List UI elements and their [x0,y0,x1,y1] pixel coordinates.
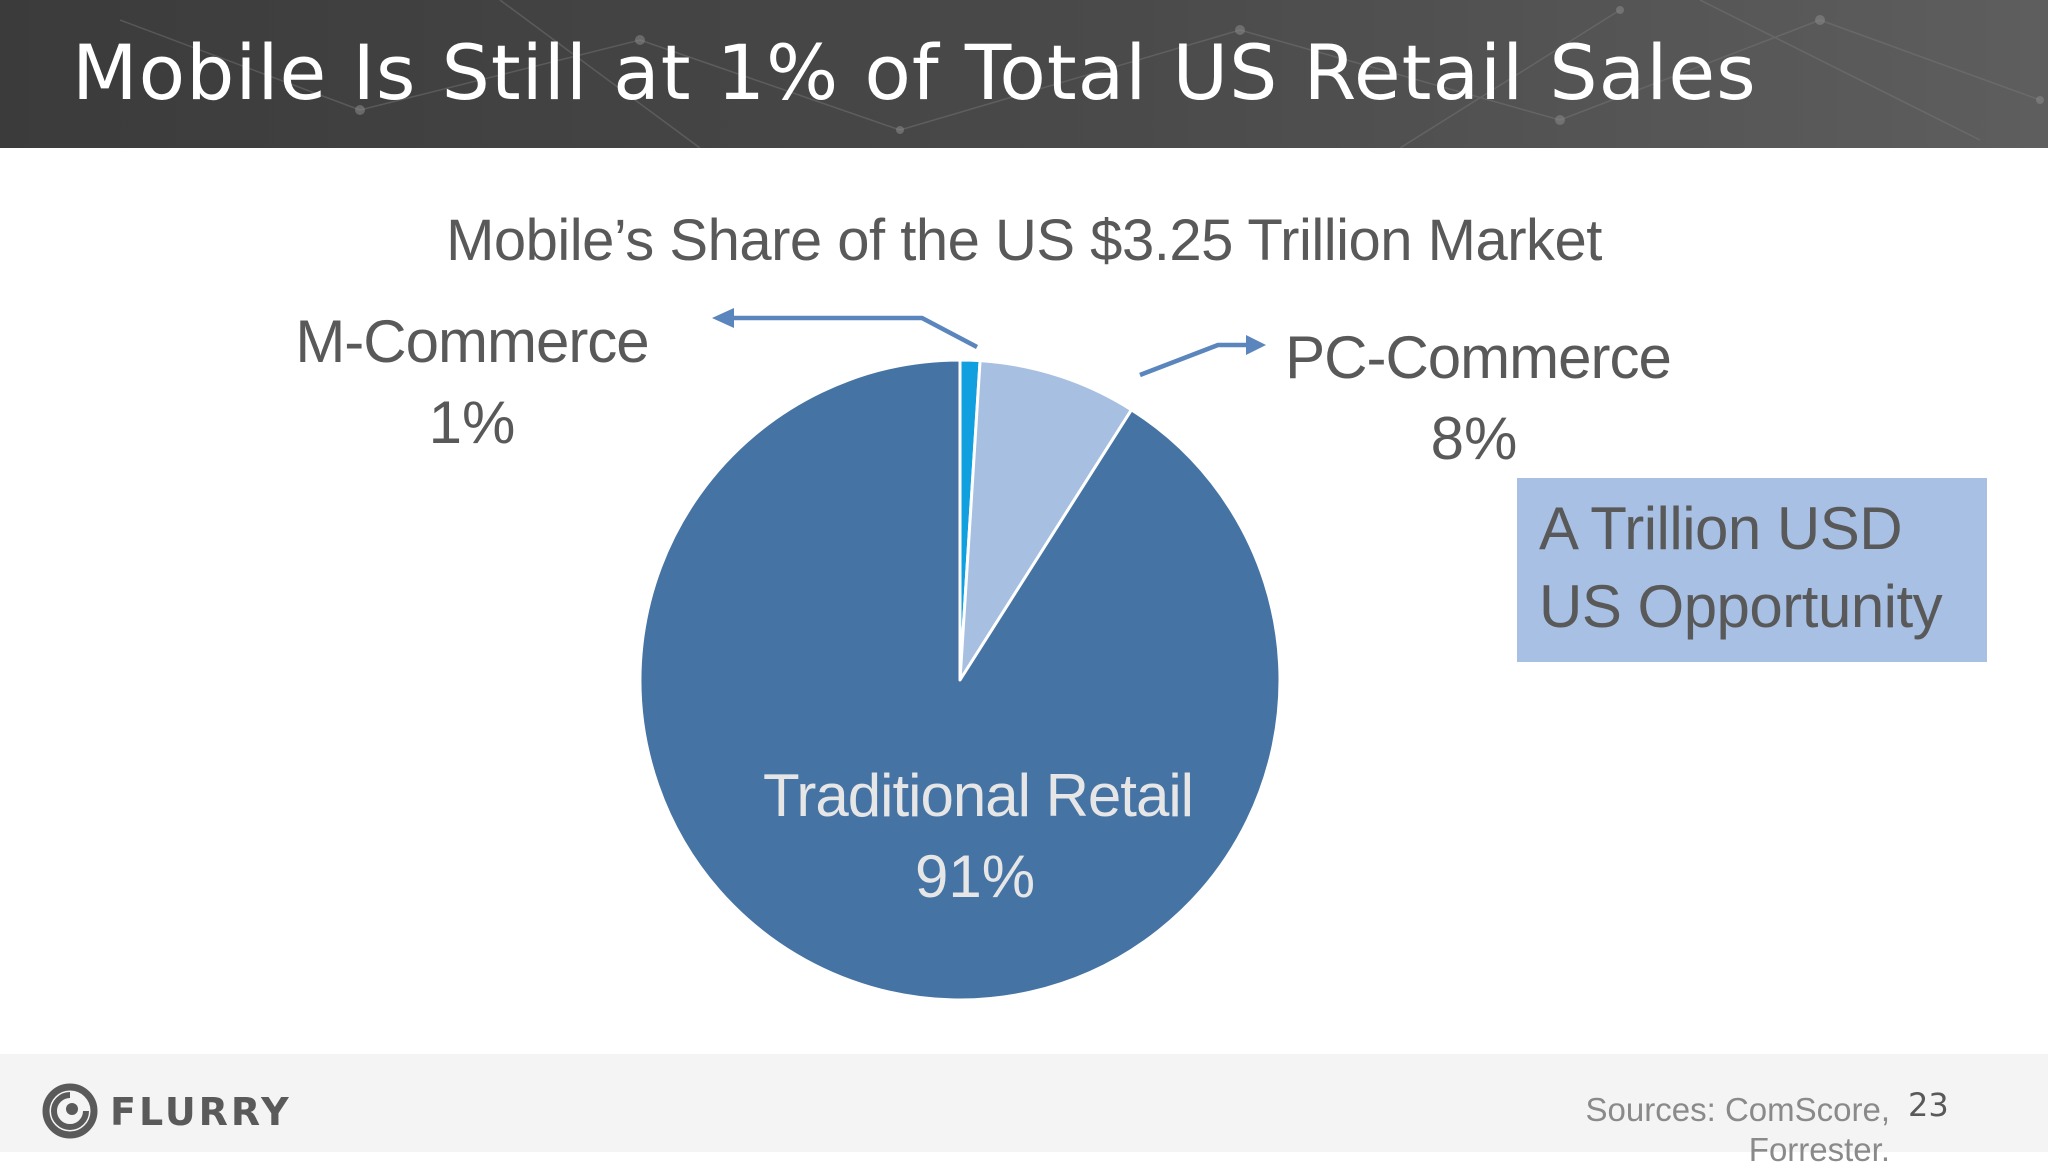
traditional-retail-value-label: 91% [915,843,1035,910]
slide-title: Mobile Is Still at 1% of Total US Retail… [72,28,1757,117]
m-commerce-leader-arrow [732,315,979,349]
m-commerce-arrowhead [712,308,734,328]
pc-commerce-arrowhead [1246,335,1266,355]
page-number: 23 [1908,1086,1949,1124]
traditional-retail-label: Traditional Retail [763,762,1193,829]
callout-line-1: A Trillion USD [1539,495,1903,562]
m-commerce-label: M-Commerce [295,308,648,375]
leader-arrows [732,315,1250,378]
flurry-logo-icon [42,1083,98,1139]
pc-commerce-label: PC-Commerce [1285,324,1671,391]
callout-line-2: US Opportunity [1539,573,1943,640]
opportunity-callout: A Trillion USD US Opportunity [1517,478,1987,662]
chart-title: Mobile’s Share of the US $3.25 Trillion … [446,208,1602,273]
flurry-brand-text: FLURRY [110,1090,292,1134]
header-banner: Mobile Is Still at 1% of Total US Retail… [0,0,2048,148]
pc-commerce-value-label: 8% [1431,405,1518,472]
pie-slice-pc-commerce [958,359,1133,682]
sources-note: Sources: ComScore, Forrester. [1585,1091,1890,1168]
pie-slice-traditional-retail [638,358,1282,1002]
network-pattern-decoration [119,0,2044,148]
m-commerce-value-label: 1% [429,389,516,456]
footer-bar [0,1054,2048,1152]
pc-commerce-leader-arrow [1139,342,1250,378]
